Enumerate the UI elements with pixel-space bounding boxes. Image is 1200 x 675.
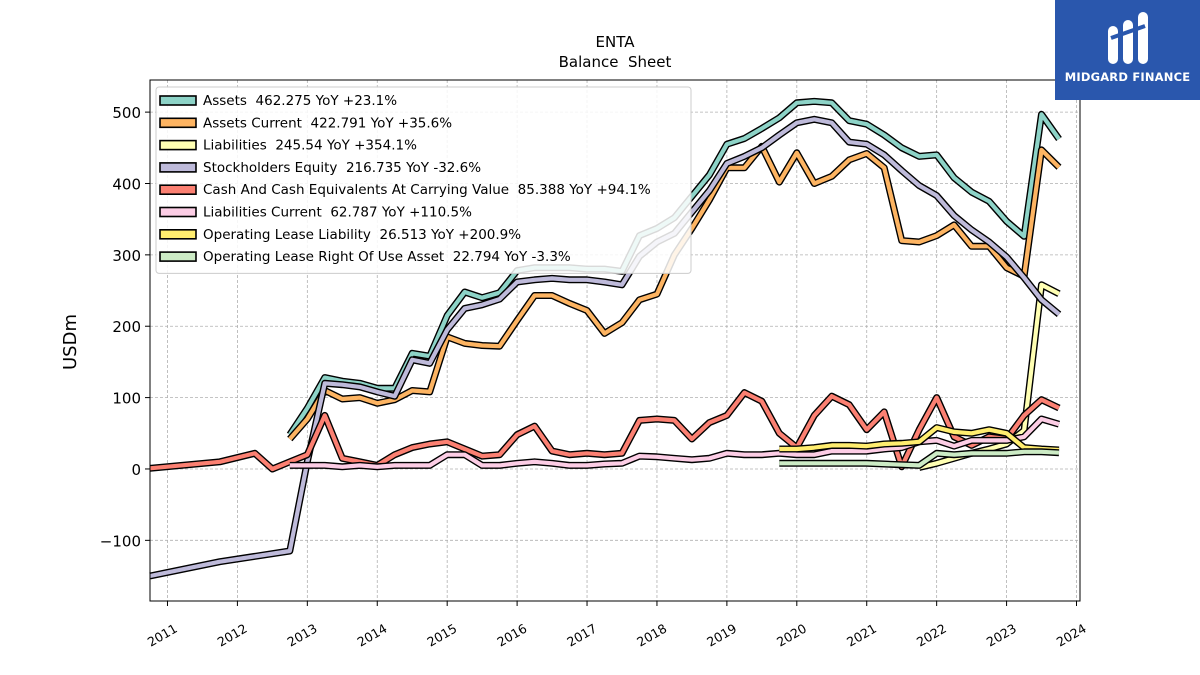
- legend-label: Liabilities 245.54 YoY +354.1%: [203, 138, 417, 154]
- legend-swatch: [159, 184, 197, 195]
- x-tick-label: 2013: [285, 621, 320, 650]
- legend: Assets 462.275 YoY +23.1% Assets Current …: [155, 86, 692, 274]
- x-tick-label: 2021: [844, 621, 879, 650]
- legend-label: Assets 462.275 YoY +23.1%: [203, 93, 397, 109]
- midgard-logo-icon: [1108, 12, 1148, 64]
- legend-label: Liabilities Current 62.787 YoY +110.5%: [203, 205, 472, 221]
- y-tick-label: 500: [112, 104, 141, 122]
- legend-swatch: [159, 139, 197, 151]
- legend-swatch: [159, 251, 197, 262]
- series-line: [918, 282, 1060, 470]
- series-4: [149, 389, 1061, 473]
- logo-badge: MIDGARD FINANCE: [1055, 0, 1200, 100]
- legend-swatch: [159, 229, 197, 240]
- x-tick-label: 2012: [215, 621, 250, 650]
- legend-label: Assets Current 422.791 YoY +35.6%: [203, 115, 452, 131]
- y-tick-label: 200: [112, 318, 141, 336]
- y-tick-label: 100: [112, 390, 141, 408]
- chart-subtitle: Balance Sheet: [559, 53, 672, 71]
- y-tick-label: 0: [131, 461, 141, 479]
- legend-label: Operating Lease Liability 26.513 YoY +20…: [203, 227, 521, 243]
- series-line: [289, 416, 1060, 469]
- series-7: [779, 448, 1060, 469]
- series-line: [779, 425, 1060, 453]
- legend-box: [155, 86, 692, 274]
- series-line-outline: [149, 389, 1061, 473]
- x-tick-label: 2019: [704, 621, 739, 650]
- x-tick-label: 2018: [634, 621, 669, 650]
- x-tick-label: 2014: [354, 621, 389, 650]
- legend-label: Stockholders Equity 216.735 YoY -32.6%: [203, 160, 481, 176]
- legend-swatch: [159, 162, 197, 173]
- y-tick-label: 400: [112, 175, 141, 193]
- series-6: [779, 424, 1060, 454]
- x-tick-label: 2023: [984, 621, 1019, 650]
- x-tick-label: 2017: [564, 621, 599, 650]
- x-tick-label: 2020: [774, 621, 809, 650]
- x-tick-label: 2022: [914, 621, 949, 650]
- legend-label: Cash And Cash Equivalents At Carrying Va…: [203, 182, 651, 198]
- series-2: [918, 281, 1061, 471]
- series-line: [149, 390, 1060, 472]
- legend-swatch: [159, 95, 197, 106]
- chart-title: ENTA: [596, 33, 636, 51]
- x-tick-label: 2015: [424, 621, 459, 650]
- legend-swatch: [159, 206, 197, 218]
- x-tick-label: 2024: [1054, 621, 1089, 650]
- legend-label: Operating Lease Right Of Use Asset 22.79…: [203, 249, 571, 265]
- legend-swatch: [159, 117, 197, 129]
- y-tick-label: −100: [100, 532, 141, 550]
- y-axis-label: USDm: [60, 314, 81, 370]
- plot-frame: [149, 79, 1081, 602]
- x-tick-label: 2016: [494, 621, 529, 650]
- y-tick-label: 300: [112, 247, 141, 265]
- logo-text: MIDGARD FINANCE: [1064, 70, 1191, 84]
- x-tick-label: 2011: [145, 621, 180, 650]
- series-5: [289, 415, 1060, 471]
- series-line: [779, 449, 1060, 468]
